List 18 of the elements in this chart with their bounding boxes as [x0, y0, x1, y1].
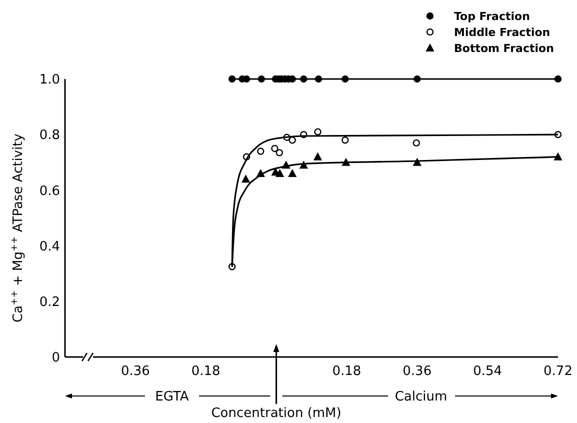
y-tick-label: 0 — [52, 350, 60, 366]
x-axis-title: Concentration (mM) — [211, 406, 342, 421]
x-tick-label: 0.36 — [402, 364, 432, 379]
legend-label: Bottom Fraction — [454, 42, 554, 55]
y-tick-label: 0.4 — [39, 239, 60, 254]
legend-label: Top Fraction — [454, 10, 530, 23]
x-tick-label: 0.54 — [473, 364, 502, 379]
legend-label: Middle Fraction — [454, 26, 550, 39]
y-tick-label: 0.6 — [39, 184, 60, 199]
text: Calcium — [394, 390, 448, 405]
x-tick-label: 0.36 — [120, 364, 150, 379]
x-tick-label: 0.72 — [544, 364, 572, 379]
text: EGTA — [155, 390, 189, 405]
y-tick-label: 0.8 — [39, 128, 60, 144]
y-tick-label: 1.0 — [39, 72, 60, 88]
y-tick-label: 0.2 — [39, 294, 60, 310]
x-tick-label: 0.18 — [332, 364, 362, 379]
x-tick-label: 0.18 — [191, 364, 220, 379]
